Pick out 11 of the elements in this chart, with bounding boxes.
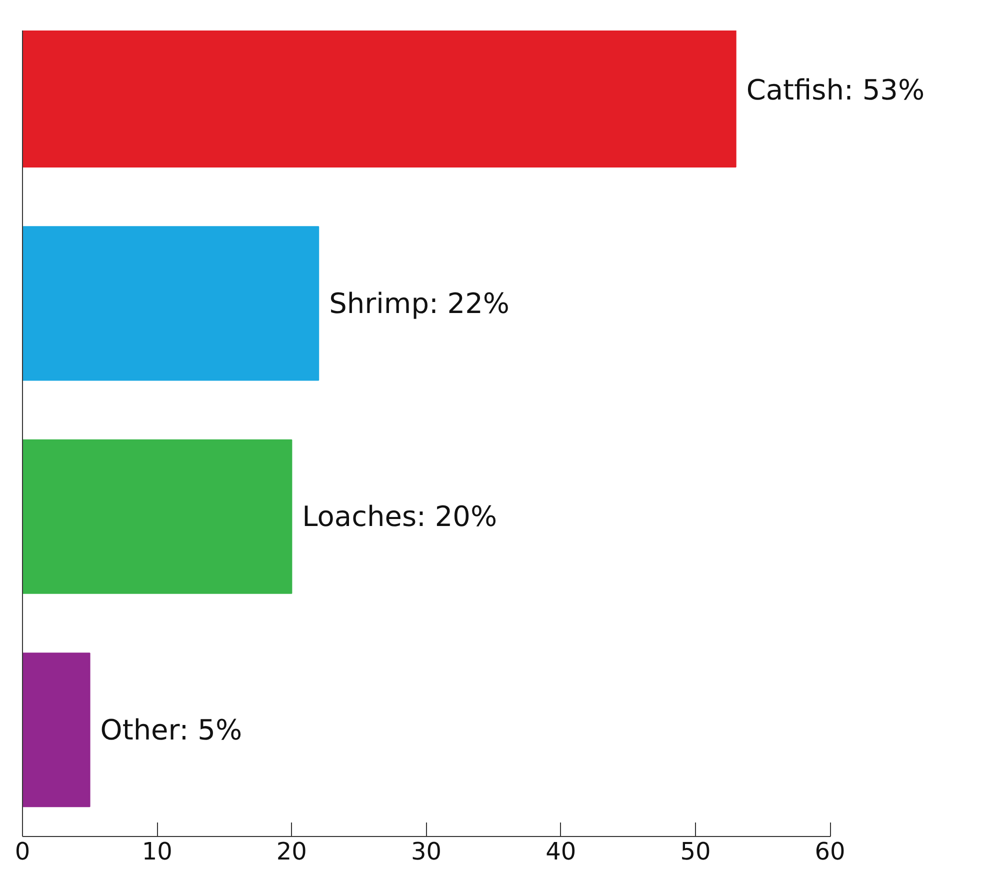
data-label: Loaches: 20% <box>302 500 498 534</box>
data-label: Shrimp: 22% <box>329 286 510 320</box>
x-tick-label: 40 <box>546 838 576 866</box>
x-tick-label: 60 <box>814 838 846 866</box>
x-tick-label: 20 <box>276 838 307 866</box>
x-tick-label: 0 <box>14 838 30 866</box>
x-tick-label: 10 <box>142 838 172 866</box>
x-tick-label: 50 <box>680 838 711 866</box>
data-label: Other: 5% <box>100 713 242 746</box>
data-label: Catfish: 53% <box>746 74 925 107</box>
x-tick-label: 30 <box>411 838 442 866</box>
